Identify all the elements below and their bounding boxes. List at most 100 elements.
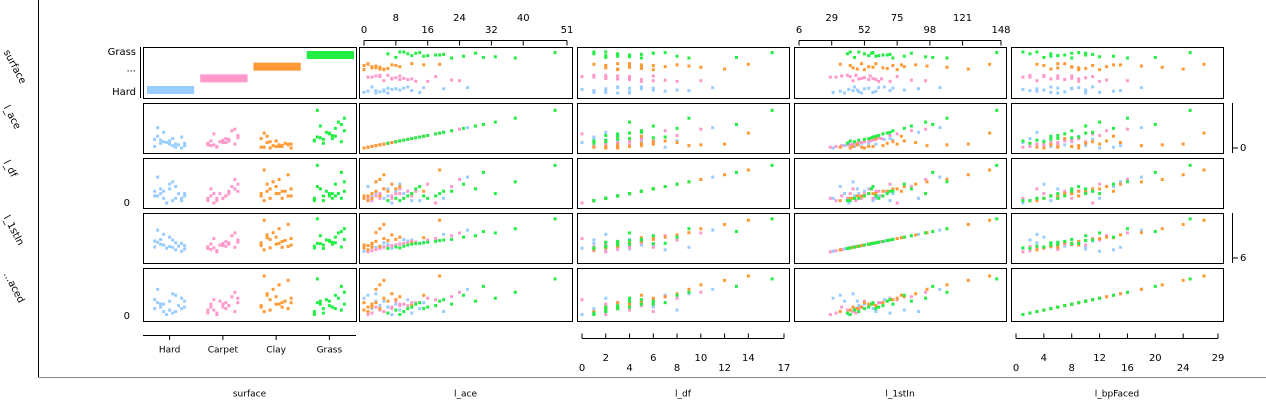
data-point	[450, 302, 454, 306]
data-point	[651, 310, 655, 314]
data-point	[324, 130, 328, 134]
data-point	[877, 189, 881, 193]
data-point	[406, 304, 410, 308]
data-point	[914, 141, 918, 145]
data-point	[274, 235, 278, 239]
data-point	[1063, 78, 1067, 82]
data-point	[1091, 63, 1095, 67]
data-point	[616, 141, 620, 145]
plot-cell	[794, 47, 1007, 99]
data-point	[851, 66, 855, 70]
tick-label: 0	[361, 25, 367, 36]
data-point	[1098, 196, 1102, 200]
data-point	[1035, 62, 1039, 66]
data-point	[1077, 189, 1081, 193]
data-point	[931, 122, 935, 126]
data-point	[871, 90, 875, 94]
data-point	[909, 185, 913, 189]
data-point	[1056, 196, 1060, 200]
data-point	[862, 137, 866, 141]
data-point	[426, 182, 430, 186]
data-point	[871, 192, 875, 196]
data-point	[1098, 182, 1102, 186]
data-point	[852, 55, 856, 59]
data-point	[406, 239, 410, 243]
data-point	[651, 88, 655, 92]
data-point	[651, 299, 655, 303]
data-point	[406, 52, 410, 56]
data-point	[1021, 141, 1025, 145]
data-point	[870, 302, 874, 306]
data-point	[1070, 65, 1074, 69]
data-point	[651, 305, 655, 309]
data-point	[333, 235, 337, 239]
data-point	[1056, 74, 1060, 78]
data-point	[855, 299, 859, 303]
data-point	[339, 140, 343, 144]
data-point	[168, 187, 172, 191]
data-point	[236, 189, 240, 193]
data-point	[162, 130, 166, 134]
data-point	[414, 242, 418, 246]
data-point	[881, 304, 885, 308]
data-point	[770, 277, 774, 281]
data-point	[233, 187, 237, 191]
data-point	[215, 250, 219, 254]
data-point	[895, 75, 899, 79]
data-point	[450, 234, 454, 238]
data-point	[171, 199, 175, 203]
data-point	[438, 192, 442, 196]
data-point	[434, 194, 438, 198]
data-point	[274, 302, 278, 306]
data-point	[1098, 187, 1102, 191]
data-point	[473, 299, 477, 303]
tick-label: 10	[694, 353, 707, 364]
data-point	[473, 234, 477, 238]
data-point	[1028, 52, 1032, 56]
data-point	[604, 232, 608, 236]
tick-label: 6	[1240, 253, 1246, 264]
data-point	[227, 304, 231, 308]
data-point	[410, 311, 414, 315]
data-point	[746, 274, 750, 278]
data-point	[394, 55, 398, 59]
data-point	[386, 311, 390, 315]
data-point	[386, 91, 390, 95]
data-point	[895, 132, 899, 136]
data-point	[651, 124, 655, 128]
data-point	[398, 242, 402, 246]
data-point	[390, 87, 394, 91]
data-point	[914, 292, 918, 296]
data-point	[402, 244, 406, 248]
data-point	[651, 140, 655, 144]
data-point	[318, 299, 322, 303]
data-point	[874, 192, 878, 196]
data-point	[1077, 243, 1081, 247]
plot-cell	[1011, 268, 1224, 322]
plot-cell	[1011, 158, 1224, 209]
data-point	[390, 305, 394, 309]
data-point	[382, 142, 386, 146]
data-point	[366, 293, 370, 297]
data-point	[874, 62, 878, 66]
data-point	[857, 192, 861, 196]
data-point	[874, 137, 878, 141]
data-point	[687, 144, 691, 148]
data-point	[206, 311, 210, 315]
data-point	[885, 189, 889, 193]
data-point	[339, 196, 343, 200]
data-point	[165, 201, 169, 205]
row-label: l_1stIn	[1, 214, 26, 248]
data-point	[227, 192, 231, 196]
data-point	[233, 127, 237, 131]
data-point	[493, 55, 497, 59]
data-point	[382, 299, 386, 303]
data-point	[628, 144, 632, 148]
data-point	[639, 137, 643, 141]
data-point	[277, 143, 281, 147]
data-point	[386, 86, 390, 90]
data-point	[1063, 304, 1067, 308]
data-point	[651, 242, 655, 246]
data-point	[734, 170, 738, 174]
data-point	[882, 298, 886, 302]
